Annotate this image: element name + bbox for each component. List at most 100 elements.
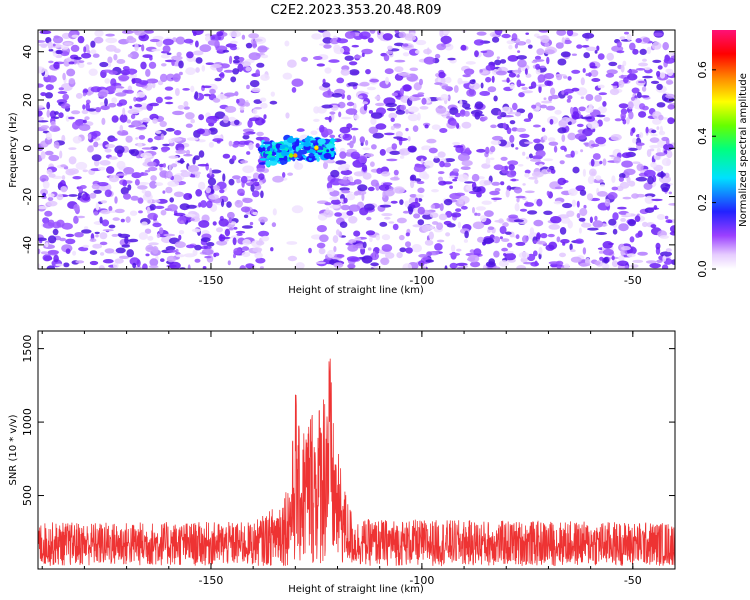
spectrogram-cell: [608, 242, 614, 246]
spectrogram-cell: [395, 109, 406, 115]
spectrogram-cell: [548, 141, 559, 146]
spectrogram-cell: [154, 135, 163, 141]
spectrogram-cell: [665, 138, 670, 145]
spectrogram-cell: [296, 128, 305, 132]
spectrogram-cell: [418, 254, 428, 258]
spectrogram-cell: [579, 207, 588, 217]
spectrogram-cell: [178, 60, 184, 69]
spectrogram-cell: [550, 216, 562, 224]
spectrogram-cell: [504, 252, 516, 261]
spectrogram-cell: [508, 214, 519, 219]
spectrogram-cell: [126, 119, 132, 124]
spectrogram-cell: [168, 155, 179, 159]
spectrogram-cell: [66, 68, 76, 77]
spectrogram-cell: [538, 84, 542, 94]
spectrogram-cell: [439, 160, 445, 168]
spectrogram-cell: [346, 123, 353, 129]
spectrogram-cell: [323, 44, 332, 49]
snr-x-label: Height of straight line (km): [288, 584, 424, 595]
spectrogram-cell: [232, 59, 240, 64]
spectrogram-cell: [494, 30, 503, 36]
spectrogram-cell: [366, 86, 376, 91]
spectrogram-cell: [595, 136, 607, 145]
spectrogram-cell: [473, 248, 482, 256]
spectrogram-cell: [626, 33, 632, 41]
spectrogram-cell: [504, 165, 509, 171]
spectrogram-cell: [116, 59, 126, 64]
spectrogram-cell: [108, 205, 113, 212]
spectrogram-cell: [156, 233, 161, 239]
spectrogram-cell: [494, 59, 502, 66]
spectrogram-cell: [461, 121, 472, 129]
spectrogram-cell: [432, 221, 439, 225]
spectrogram-cell: [479, 91, 491, 96]
spectrogram-cell: [134, 103, 143, 108]
spectrogram-cell: [554, 109, 562, 115]
spectrogram-cell: [559, 227, 567, 235]
spectrogram-cell: [390, 117, 395, 123]
spectrogram-cell: [148, 242, 159, 246]
spectrogram-cell: [545, 244, 555, 251]
spectrogram-signal-cell: [296, 151, 302, 159]
spectrogram-cell: [71, 110, 81, 115]
spectrogram-cell: [53, 35, 60, 39]
spectrogram-signal-cell: [257, 146, 266, 153]
spectrogram-cell: [665, 68, 672, 73]
spectrogram-cell: [493, 95, 498, 102]
spectrogram-cell: [465, 147, 471, 153]
spectrogram-cell: [487, 229, 491, 233]
spectrogram-cell: [186, 244, 196, 249]
spectrogram-cell: [133, 96, 137, 102]
spectrogram-cell: [353, 230, 361, 237]
spectrogram-cell: [515, 147, 519, 150]
spectrogram-cell: [147, 235, 154, 241]
spectrogram-cell: [233, 55, 240, 60]
spectrogram-cell: [608, 61, 618, 67]
spectrogram-cell: [536, 84, 548, 87]
spectrogram-cell: [324, 67, 332, 74]
spectrogram-cell: [42, 254, 52, 262]
spectrogram-cell: [282, 172, 286, 178]
spectrogram-cell: [524, 190, 535, 194]
spectrogram-cell: [129, 51, 139, 60]
spectrogram-cell: [472, 221, 485, 230]
spectrogram-cell: [134, 30, 146, 36]
snr-y-tick-label: 1500: [21, 335, 34, 363]
spectrogram-cell: [230, 76, 237, 83]
spectrogram-cell: [466, 89, 477, 97]
spectrogram-cell: [315, 261, 326, 265]
spectrogram-cell: [603, 256, 609, 264]
spectrogram-cell: [549, 118, 554, 125]
spectrogram-cell: [166, 52, 172, 55]
spectrogram-cell: [469, 254, 479, 258]
spectrogram-cell: [449, 107, 459, 115]
spectrogram-cell: [419, 78, 423, 86]
spectrogram-cell: [121, 244, 131, 248]
spectrogram-cell: [667, 104, 675, 110]
spectrogram-cell: [68, 116, 75, 120]
spectrogram-cell: [529, 158, 542, 162]
spectrogram-cell: [613, 156, 621, 164]
spectrogram-cell: [508, 72, 516, 78]
spectrogram-cell: [570, 106, 574, 115]
spectrogram-cell: [246, 84, 250, 90]
spectrogram-cell: [209, 167, 213, 176]
spectrogram-cell: [125, 135, 133, 143]
snr-x-tick-label: -150: [198, 574, 223, 587]
spectrogram-cell: [611, 260, 619, 268]
spectrogram-cell: [134, 43, 139, 52]
spectrogram-cell: [343, 197, 348, 204]
spectrogram-cell: [93, 189, 102, 194]
spectrogram-cell: [657, 65, 663, 70]
spectrogram-cell: [634, 215, 641, 222]
spectrogram-cell: [434, 53, 441, 59]
spectrogram-signal-cell: [281, 149, 287, 157]
spectrogram-cell: [60, 186, 68, 193]
spectrogram-cell: [110, 78, 117, 87]
spectrogram-cell: [586, 193, 594, 201]
spectrogram-cell: [331, 93, 343, 98]
spectrogram-cell: [523, 118, 532, 122]
spectrogram-cell: [480, 82, 484, 89]
spectrogram-cell: [630, 131, 634, 137]
spectrogram-panel: -150 -100 -50 -40 -20 0 20 40 Height of straigh…: [8, 29, 676, 296]
